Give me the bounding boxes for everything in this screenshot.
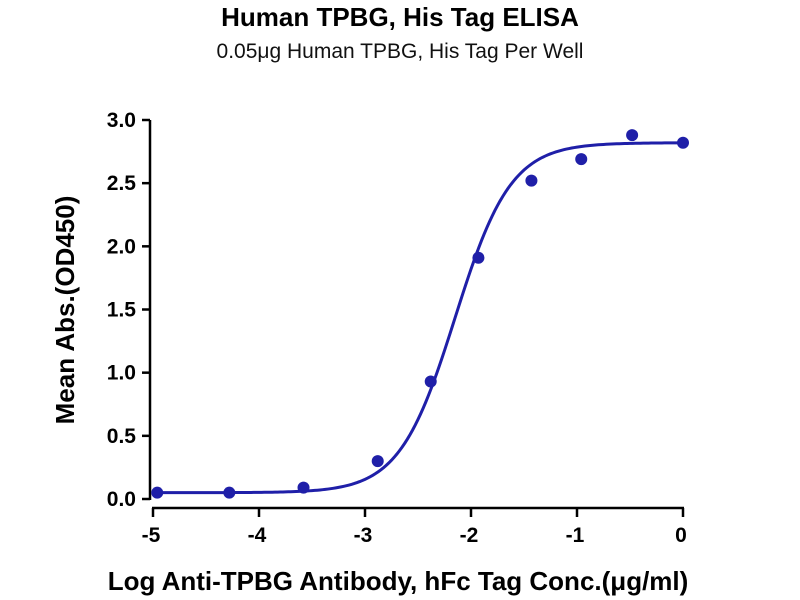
y-tick-label: 2.5 [107,172,137,195]
y-tick-label: 1.5 [107,299,137,322]
data-point [371,455,384,468]
axes: 0.0 0.5 1.0 1.5 2.0 2.5 3.0 -5 -4 -3 -2 -1 0 [107,109,687,547]
x-tick-label: -2 [460,524,479,547]
data-point [626,129,639,142]
data-point [575,153,588,166]
x-tick-label: -4 [248,524,267,547]
y-tick-label: 2.0 [107,235,136,258]
x-axis-label: Log Anti-TPBG Antibody, hFc Tag Conc.(μg… [108,566,689,596]
data-point [424,375,437,388]
y-tick-label: 0.0 [107,488,136,511]
data-point [677,136,689,149]
x-tick-label: -1 [566,524,585,547]
x-tick-label: -3 [354,524,373,547]
chart-title: Human TPBG, His Tag ELISA [221,2,579,32]
data-points [151,129,689,499]
y-tick-label: 1.0 [107,362,136,385]
data-point [223,486,236,499]
chart-subtitle: 0.05μg Human TPBG, His Tag Per Well [216,40,584,63]
y-tick-label: 0.5 [107,425,137,448]
x-tick-label: -5 [142,524,161,547]
data-point [151,486,164,499]
data-point [472,251,485,264]
data-point [525,174,538,187]
data-point [297,481,310,494]
y-tick-label: 3.0 [107,109,136,132]
x-tick-label: 0 [675,524,687,547]
y-axis-label: Mean Abs.(OD450) [50,196,80,425]
fit-curve [153,141,684,495]
